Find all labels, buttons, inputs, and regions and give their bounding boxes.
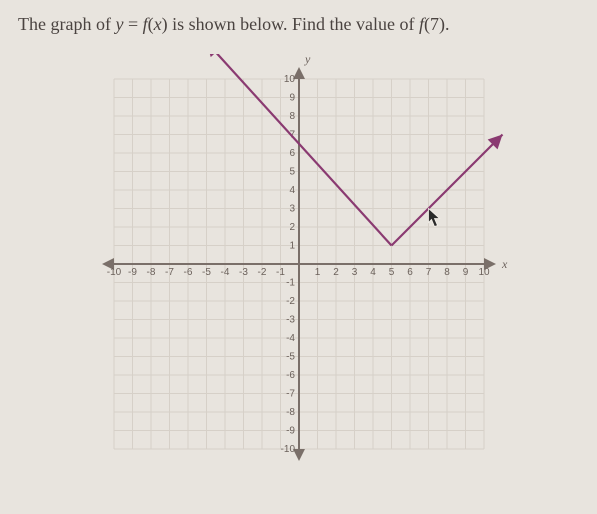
y-tick-label: -1: [286, 278, 295, 289]
x-tick-label: -7: [165, 267, 174, 278]
y-tick-label: 6: [289, 148, 295, 159]
y-tick-label: -2: [286, 296, 295, 307]
y-tick-label: 8: [289, 111, 295, 122]
x-tick-label: -6: [183, 267, 192, 278]
y-tick-label: 5: [289, 167, 295, 178]
x-tick-label: 2: [333, 267, 339, 278]
y-tick-label: 9: [289, 93, 295, 104]
x-tick-label: 6: [407, 267, 413, 278]
x-tick-label: 8: [444, 267, 450, 278]
x-tick-label: -3: [239, 267, 248, 278]
x-tick-label: 10: [478, 267, 490, 278]
prompt-mid: is shown below. Find the value of: [168, 14, 419, 34]
x-axis-label: x: [501, 257, 508, 271]
y-tick-label: -10: [280, 444, 295, 455]
coordinate-graph: -10-9-8-7-6-5-4-3-2-11234567891012345678…: [89, 54, 509, 494]
y-tick-label: -5: [286, 352, 295, 363]
y-tick-label: -6: [286, 370, 295, 381]
y-tick-label: -8: [286, 407, 295, 418]
y-tick-label: -9: [286, 426, 295, 437]
eq-x: x: [154, 14, 162, 34]
y-tick-label: -4: [286, 333, 295, 344]
eq-mid: =: [123, 14, 142, 34]
problem-page: The graph of y = f(x) is shown below. Fi…: [0, 0, 597, 506]
x-tick-label: -8: [146, 267, 155, 278]
x-tick-label: 3: [351, 267, 357, 278]
y-tick-label: 4: [289, 185, 295, 196]
prompt-pre: The graph of: [18, 14, 115, 34]
x-tick-label: -10: [106, 267, 121, 278]
problem-prompt: The graph of y = f(x) is shown below. Fi…: [18, 12, 579, 36]
y-tick-label: 1: [289, 241, 295, 252]
y-tick-label: -3: [286, 315, 295, 326]
x-tick-label: -4: [220, 267, 229, 278]
x-tick-label: 4: [370, 267, 376, 278]
x-tick-label: 7: [425, 267, 431, 278]
cursor-icon: [428, 209, 439, 227]
y-tick-label: 10: [283, 74, 295, 85]
x-tick-label: -9: [128, 267, 137, 278]
x-tick-label: 5: [388, 267, 394, 278]
y-tick-label: 2: [289, 222, 295, 233]
y-axis-label: y: [304, 54, 311, 66]
x-tick-label: -1: [276, 267, 285, 278]
x-tick-label: 1: [314, 267, 320, 278]
x-tick-label: -5: [202, 267, 211, 278]
y-tick-label: 3: [289, 204, 295, 215]
prompt-end: .: [445, 14, 450, 34]
x-tick-label: 9: [462, 267, 468, 278]
ask-arg: 7: [430, 14, 439, 34]
x-tick-label: -2: [257, 267, 266, 278]
y-tick-label: -7: [286, 389, 295, 400]
